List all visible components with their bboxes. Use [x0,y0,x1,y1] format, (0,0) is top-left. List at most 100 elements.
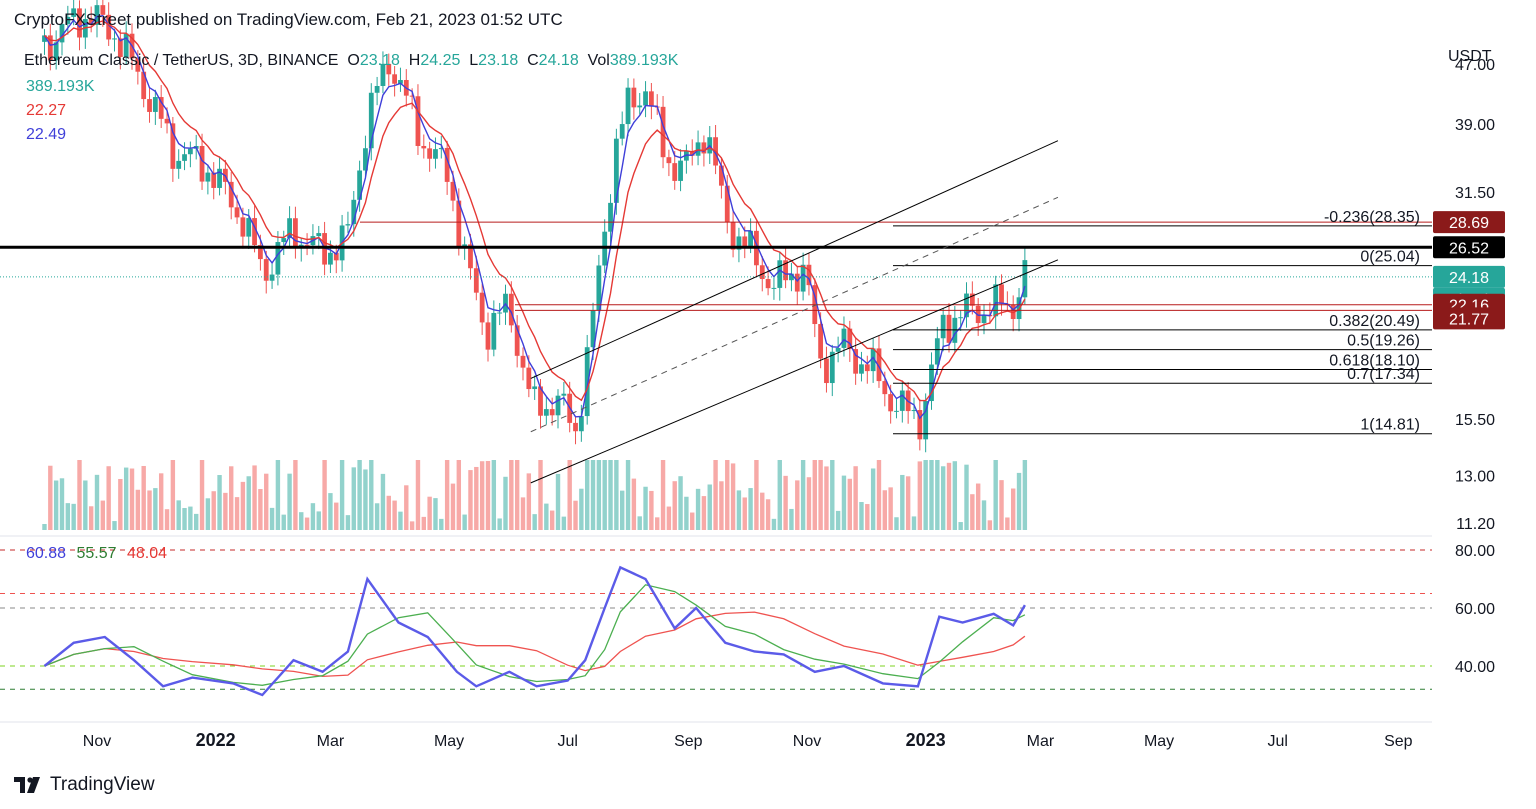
vol-value: 389.193K [609,52,679,69]
volume-bar [369,460,374,530]
fib-level-label: 0.382(20.49) [1329,313,1420,330]
volume-bar [608,460,613,530]
candle-body [549,409,555,416]
candle-body [543,409,549,416]
price-axis-tag-label: 28.69 [1449,215,1489,232]
candle-body [678,160,683,181]
volume-bar [217,475,222,530]
volume-bar [870,468,876,530]
volume-bar [970,494,975,530]
candle-body [462,244,468,248]
volume-bar [129,468,135,530]
volume-bar [339,460,345,530]
candle-body [42,35,47,42]
ema-blue-line [43,15,1026,420]
volume-bar [258,489,263,530]
volume-bar [584,460,590,530]
volume-bar [106,466,111,530]
candle-body [759,265,765,280]
candle-body [147,99,152,112]
candle-body [835,347,841,352]
volume-bar [439,518,444,530]
volume-bar [456,460,462,530]
volume-bar [223,492,228,530]
candle-body [993,284,999,317]
volume-bar [176,500,181,530]
volume-bar [1016,472,1022,530]
rsi-tick-label: 40.00 [1455,659,1495,676]
candle-body [468,244,473,269]
volume-bar [363,469,368,530]
candle-body [77,8,82,38]
candle-body [999,284,1004,304]
volume-bar [900,474,905,530]
volume-bar [713,460,718,530]
candle-body [824,358,829,384]
candle-body [117,38,123,57]
candle-body [981,314,987,324]
candle-body [578,416,584,432]
candle-body [526,367,532,390]
candle-body [794,273,800,292]
candle-body [859,364,864,374]
candle-body [719,165,724,186]
volume-bar [952,461,958,530]
volume-bar [182,508,187,530]
candle-body [316,233,322,237]
volume-bar [269,507,275,530]
rsi-value: 60.88 [26,545,67,562]
volume-bar [678,476,683,530]
volume-bar [981,500,987,530]
time-tick-label: Sep [674,733,703,750]
candle-body [275,242,281,275]
tradingview-logo[interactable]: TradingView [14,774,155,796]
candle-body [619,124,625,139]
open-value: 23.18 [359,52,400,69]
candle-body [648,91,654,107]
candle-body [806,264,812,286]
candle-body [882,381,888,395]
volume-bar [386,495,391,530]
rsi-tick-label: 80.00 [1455,543,1495,560]
volume-bar [830,460,835,530]
candle-body [345,224,351,226]
vol-label: Vol [587,52,610,69]
price-tick-label: 11.20 [1456,516,1495,533]
fib-level-label: -0.236(28.35) [1324,209,1420,226]
volume-bar [993,460,998,530]
candle-body [748,230,753,247]
currency-label: USDT [1448,48,1492,65]
volume-bar [65,503,71,530]
volume-bar [812,460,817,530]
candle-body [497,312,503,314]
symbol-title[interactable]: Ethereum Classic / TetherUS, 3D, BINANCE [24,52,339,69]
volume-bar [555,473,561,530]
candle-body [730,222,736,250]
candle-body [293,218,298,249]
candle-body [701,142,707,154]
volume-bar [818,460,823,530]
candle-body [438,147,444,150]
time-tick-label: 2023 [906,730,946,750]
candle-body [596,265,602,311]
volume-bar [450,483,456,530]
candle-body [456,200,462,248]
volume-bar [666,506,672,530]
volume-ma-value: 389.193K [26,78,95,95]
price-axis-tag [1433,236,1505,259]
volume-bar [987,520,993,530]
volume-bar [491,460,497,530]
candle-body [829,351,835,384]
volume-bar [100,500,106,530]
volume-bar [205,498,211,530]
volume-bar [415,460,421,530]
volume-bar [561,516,567,530]
volume-bar [141,465,146,530]
candle-body [141,71,147,100]
volume-bar [771,518,777,530]
volume-bar [497,518,502,530]
volume-bar [929,460,934,530]
candle-body [508,293,514,326]
volume-bar [234,497,240,530]
